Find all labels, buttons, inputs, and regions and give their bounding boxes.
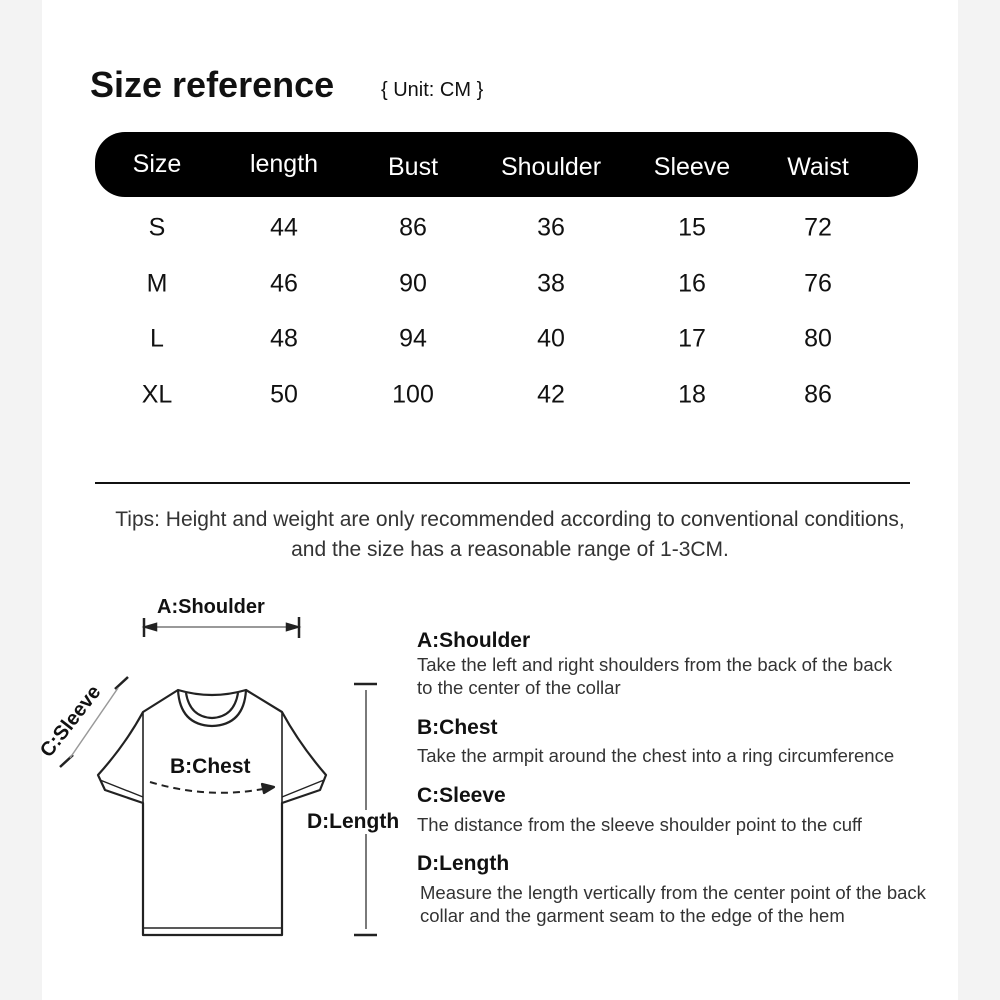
desc-label-shoulder: A:Shoulder <box>417 629 531 652</box>
table-cell-sleeve: 16 <box>678 269 706 298</box>
header-waist: Waist <box>787 153 849 181</box>
tshirt-icon <box>96 688 328 937</box>
desc-label-chest: B:Chest <box>417 716 498 739</box>
divider <box>95 482 910 484</box>
table-cell-bust: 86 <box>399 213 427 242</box>
desc-label-length: D:Length <box>417 852 510 875</box>
desc-text-chest: Take the armpit around the chest into a … <box>417 745 895 766</box>
sleeve-arrow-icon <box>59 676 129 768</box>
desc-text-length: Measure the length vertically from the c… <box>420 882 926 926</box>
table-cell-length: 48 <box>270 324 298 353</box>
header-size: Size <box>132 150 182 178</box>
table-cell-shoulder: 40 <box>537 324 565 353</box>
desc-text-sleeve: The distance from the sleeve shoulder po… <box>417 814 862 835</box>
table-cell-bust: 90 <box>399 269 427 298</box>
table-cell-shoulder: 42 <box>537 380 565 409</box>
table-cell-waist: 76 <box>804 269 832 298</box>
table-cell-sleeve: 15 <box>678 213 706 242</box>
tips-text: Tips: Height and weight are only recomme… <box>115 508 905 561</box>
desc-text-shoulder: Take the left and right shoulders from t… <box>417 654 893 698</box>
diagram-label-shoulder: A:Shoulder <box>157 596 265 618</box>
diagram-label-length: D:Length <box>307 810 400 834</box>
header-length: length <box>249 150 319 178</box>
table-header: Size length Bust Shoulder Sleeve Waist <box>95 132 918 197</box>
page-title: Size reference <box>90 64 335 105</box>
table-cell-shoulder: 36 <box>537 213 565 242</box>
table-cell-length: 46 <box>270 269 298 298</box>
table-cell-sleeve: 18 <box>678 380 706 409</box>
table-cell-length: 50 <box>270 380 298 409</box>
header-sleeve: Sleeve <box>653 153 731 181</box>
table-cell-size: S <box>148 213 166 242</box>
table-cell-waist: 72 <box>804 213 832 242</box>
header-bust: Bust <box>387 153 439 181</box>
table-cell-bust: 100 <box>392 380 434 409</box>
desc-label-sleeve: C:Sleeve <box>417 784 506 807</box>
table-cell-length: 44 <box>270 213 298 242</box>
unit-label: { Unit: CM } <box>381 79 484 101</box>
table-cell-waist: 86 <box>804 380 832 409</box>
table-cell-waist: 80 <box>804 324 832 353</box>
table-cell-bust: 94 <box>399 324 427 353</box>
table-cell-size: L <box>150 324 164 353</box>
table-cell-shoulder: 38 <box>537 269 565 298</box>
shoulder-arrow-icon <box>141 617 302 638</box>
table-cell-sleeve: 17 <box>678 324 706 353</box>
length-arrow-icon <box>354 682 377 937</box>
table-cell-size: M <box>146 269 168 298</box>
header-shoulder: Shoulder <box>500 153 602 181</box>
diagram-label-chest: B:Chest <box>170 755 251 778</box>
table-cell-size: XL <box>141 380 173 409</box>
